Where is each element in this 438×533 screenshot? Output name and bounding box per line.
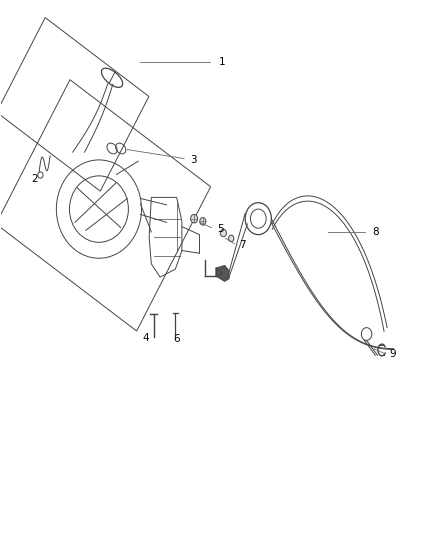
Polygon shape <box>216 265 229 281</box>
Text: 9: 9 <box>389 349 396 359</box>
Circle shape <box>200 217 206 225</box>
Text: 4: 4 <box>143 333 149 343</box>
Text: 2: 2 <box>31 174 38 184</box>
Text: 1: 1 <box>219 57 226 67</box>
Circle shape <box>191 214 198 223</box>
Text: 3: 3 <box>191 155 197 165</box>
Text: 7: 7 <box>239 240 245 250</box>
Circle shape <box>220 229 226 237</box>
Text: 5: 5 <box>217 224 223 235</box>
Text: 8: 8 <box>372 227 378 237</box>
Circle shape <box>229 235 234 241</box>
Text: 6: 6 <box>173 334 180 344</box>
